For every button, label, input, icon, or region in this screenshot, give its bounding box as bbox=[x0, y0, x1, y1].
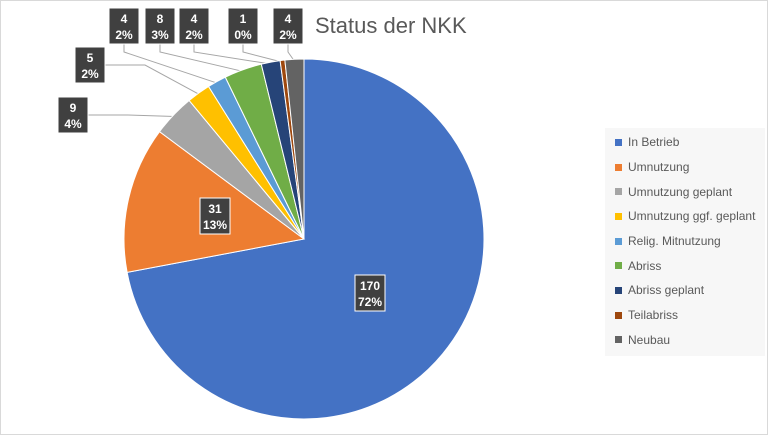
data-label-percent: 0% bbox=[234, 28, 252, 42]
data-label-box bbox=[272, 7, 304, 45]
data-label-value: 1 bbox=[240, 12, 247, 26]
leader-line bbox=[242, 44, 283, 63]
legend-swatch bbox=[615, 163, 622, 171]
legend-label: Neubau bbox=[628, 332, 671, 347]
data-label-box bbox=[178, 7, 210, 45]
data-label-percent: 13% bbox=[203, 218, 227, 232]
legend-label: Umnutzung geplant bbox=[628, 184, 733, 199]
data-label-box bbox=[354, 274, 386, 312]
data-label-percent: 2% bbox=[115, 28, 133, 42]
legend-label: Teilabriss bbox=[628, 308, 679, 323]
legend-label: Abriss bbox=[628, 258, 662, 273]
legend-label: Umnutzung bbox=[628, 160, 690, 175]
data-label-box bbox=[74, 46, 106, 84]
data-label-percent: 3% bbox=[151, 28, 169, 42]
leader-line bbox=[105, 64, 200, 96]
legend-item: Abriss geplant bbox=[605, 278, 765, 303]
legend-label: Umnutzung ggf. geplant bbox=[628, 209, 756, 224]
leader-line bbox=[123, 44, 218, 84]
legend-item: In Betrieb bbox=[605, 130, 765, 155]
data-label-value: 31 bbox=[208, 202, 222, 216]
leader-line bbox=[88, 114, 175, 118]
legend-item: Relig. Mitnutzung bbox=[605, 229, 765, 254]
data-label: 42% bbox=[108, 7, 140, 45]
data-label-percent: 4% bbox=[64, 117, 82, 131]
data-label: 42% bbox=[272, 7, 304, 45]
pie-slices bbox=[123, 58, 485, 420]
pie-slice-neubau bbox=[284, 58, 305, 240]
data-label-percent: 72% bbox=[358, 295, 382, 309]
data-label-box bbox=[227, 7, 259, 45]
legend-item: Umnutzung bbox=[605, 155, 765, 180]
legend-label: Relig. Mitnutzung bbox=[628, 234, 721, 249]
legend-item: Umnutzung geplant bbox=[605, 179, 765, 204]
legend-item: Abriss bbox=[605, 253, 765, 278]
data-label: 42% bbox=[178, 7, 210, 45]
data-label: 83% bbox=[144, 7, 176, 45]
legend-item: Teilabriss bbox=[605, 303, 765, 328]
data-label-percent: 2% bbox=[185, 28, 203, 42]
data-label-percent: 2% bbox=[81, 67, 99, 81]
data-label-value: 5 bbox=[87, 51, 94, 65]
legend-item: Neubau bbox=[605, 328, 765, 353]
leader-lines bbox=[88, 44, 295, 118]
legend-swatch bbox=[615, 138, 622, 146]
data-label-percent: 2% bbox=[279, 28, 297, 42]
legend-swatch bbox=[615, 286, 622, 294]
data-label: 10% bbox=[227, 7, 259, 45]
legend: In Betrieb Umnutzung Umnutzung geplant Umnu… bbox=[605, 128, 765, 357]
legend-swatch bbox=[615, 311, 622, 319]
data-label-value: 9 bbox=[70, 101, 77, 115]
data-label-value: 4 bbox=[121, 12, 128, 26]
legend-swatch bbox=[615, 262, 622, 270]
data-label: 94% bbox=[57, 96, 89, 134]
chart-title: Status der NKK bbox=[315, 13, 467, 38]
data-label-box bbox=[199, 197, 231, 235]
legend-item: Umnutzung ggf. geplant bbox=[605, 204, 765, 229]
data-label: 52% bbox=[74, 46, 106, 84]
data-label-value: 8 bbox=[157, 12, 164, 26]
leader-line bbox=[193, 44, 272, 65]
legend-label: Abriss geplant bbox=[628, 283, 705, 298]
data-label-value: 170 bbox=[360, 279, 380, 293]
legend-swatch bbox=[615, 188, 622, 196]
data-label-box bbox=[57, 96, 89, 134]
data-label-box bbox=[144, 7, 176, 45]
data-label-value: 4 bbox=[285, 12, 292, 26]
leader-line bbox=[159, 44, 244, 73]
legend-label: In Betrieb bbox=[628, 135, 680, 150]
leader-line bbox=[287, 44, 295, 62]
data-label-box bbox=[108, 7, 140, 45]
pie-slice-in-betrieb bbox=[126, 58, 485, 420]
legend-swatch bbox=[615, 336, 622, 344]
data-label-value: 4 bbox=[191, 12, 198, 26]
legend-swatch bbox=[615, 212, 622, 220]
legend-swatch bbox=[615, 237, 622, 245]
